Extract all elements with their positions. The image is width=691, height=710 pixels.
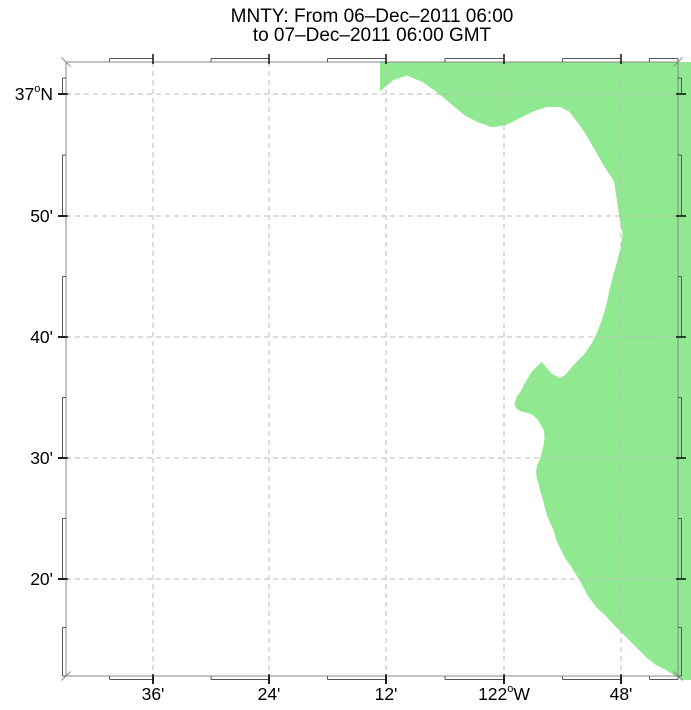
- svg-text:24': 24': [258, 684, 281, 704]
- svg-text:MNTY: From 06–Dec–2011 06:00: MNTY: From 06–Dec–2011 06:00: [231, 6, 514, 27]
- svg-text:50': 50': [30, 206, 53, 226]
- svg-text:36': 36': [142, 684, 165, 704]
- svg-text:122oW: 122oW: [478, 683, 530, 704]
- svg-text:30': 30': [30, 448, 53, 468]
- svg-text:20': 20': [30, 569, 53, 589]
- svg-text:12': 12': [375, 684, 398, 704]
- svg-text:48': 48': [610, 684, 633, 704]
- svg-text:to 07–Dec–2011 06:00 GMT: to 07–Dec–2011 06:00 GMT: [253, 25, 492, 46]
- svg-text:40': 40': [30, 327, 53, 347]
- svg-text:37oN: 37oN: [15, 83, 53, 104]
